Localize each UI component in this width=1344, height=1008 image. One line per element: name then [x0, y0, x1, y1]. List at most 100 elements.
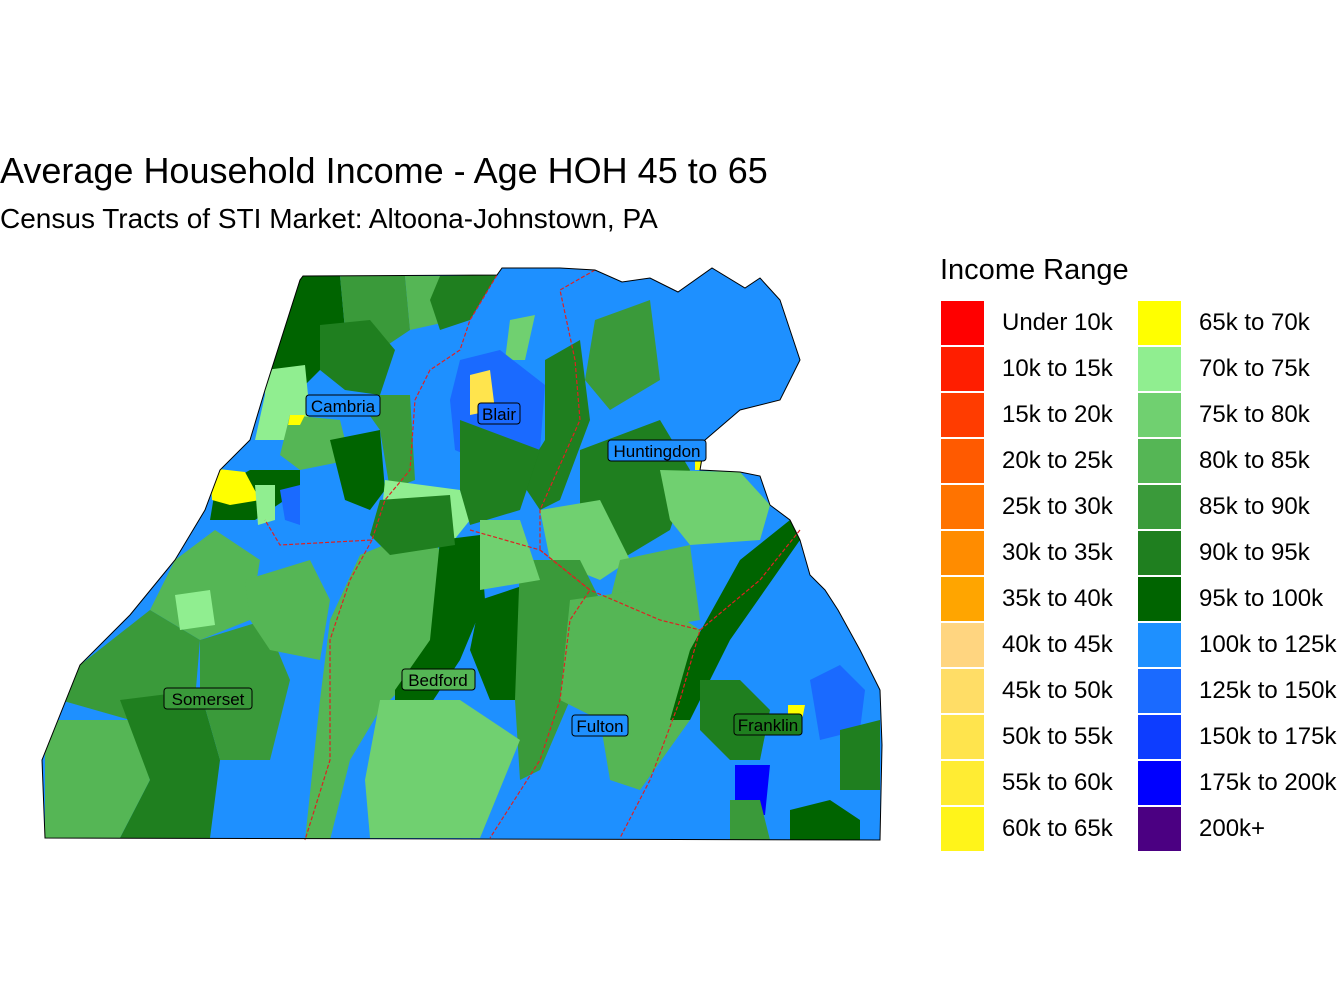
svg-text:Cambria: Cambria — [311, 397, 376, 416]
legend-label: 75k to 80k — [1199, 401, 1310, 428]
legend-swatch — [941, 715, 984, 759]
county-label-huntingdon: Huntingdon — [607, 439, 707, 462]
legend-item: 35k to 40k — [940, 576, 1140, 622]
legend-item: Under 10k — [940, 300, 1140, 346]
svg-text:Fulton: Fulton — [576, 717, 623, 736]
legend-label: 50k to 55k — [1002, 723, 1113, 750]
legend-swatch — [1138, 531, 1181, 575]
legend-item: 60k to 65k — [940, 806, 1140, 852]
legend-label: 85k to 90k — [1199, 493, 1310, 520]
legend-item: 200k+ — [1137, 806, 1337, 852]
legend-item: 30k to 35k — [940, 530, 1140, 576]
legend-column-right: 65k to 70k 70k to 75k 75k to 80k 80k to 85k… — [1137, 300, 1337, 852]
county-label-somerset: Somerset — [163, 687, 253, 710]
legend-label: 150k to 175k — [1199, 723, 1337, 750]
legend-label: 45k to 50k — [1002, 677, 1113, 704]
legend-item: 15k to 20k — [940, 392, 1140, 438]
svg-text:Huntingdon: Huntingdon — [614, 442, 701, 461]
legend-swatch — [941, 393, 984, 437]
legend-swatch — [941, 347, 984, 391]
legend-label: Under 10k — [1002, 309, 1113, 336]
legend-swatch — [1138, 347, 1181, 391]
legend-item: 55k to 60k — [940, 760, 1140, 806]
legend-item: 100k to 125k — [1137, 622, 1337, 668]
legend-label: 15k to 20k — [1002, 401, 1113, 428]
legend-label: 90k to 95k — [1199, 539, 1310, 566]
legend-item: 65k to 70k — [1137, 300, 1337, 346]
legend-swatch — [941, 623, 984, 667]
legend-swatch — [1138, 439, 1181, 483]
legend-swatch — [1138, 301, 1181, 345]
region-outline — [41, 267, 883, 841]
legend-label: 175k to 200k — [1199, 769, 1337, 796]
legend-label: 55k to 60k — [1002, 769, 1113, 796]
legend-swatch — [1138, 623, 1181, 667]
legend-swatch — [1138, 393, 1181, 437]
county-label-cambria: Cambria — [305, 394, 381, 417]
map-subtitle: Census Tracts of STI Market: Altoona-Joh… — [0, 203, 658, 234]
county-label-blair: Blair — [477, 402, 521, 425]
legend-swatch — [941, 761, 984, 805]
legend-swatch — [941, 485, 984, 529]
legend-swatch — [941, 531, 984, 575]
legend-title: Income Range — [940, 254, 1129, 286]
legend-item: 75k to 80k — [1137, 392, 1337, 438]
legend-item: 70k to 75k — [1137, 346, 1337, 392]
blair-huntingdon-boundary — [539, 269, 596, 550]
legend-item: 25k to 30k — [940, 484, 1140, 530]
legend-item: 125k to 150k — [1137, 668, 1337, 714]
legend-label: 65k to 70k — [1199, 309, 1310, 336]
legend-label: 80k to 85k — [1199, 447, 1310, 474]
legend-item: 45k to 50k — [940, 668, 1140, 714]
svg-text:Franklin: Franklin — [738, 716, 798, 735]
legend-item: 40k to 45k — [940, 622, 1140, 668]
legend-swatch — [941, 807, 984, 851]
legend-label: 125k to 150k — [1199, 677, 1337, 704]
county-label-franklin: Franklin — [733, 713, 803, 736]
census-tracts — [42, 268, 882, 840]
legend-swatch — [941, 301, 984, 345]
legend-swatch — [1138, 761, 1181, 805]
legend-item: 20k to 25k — [940, 438, 1140, 484]
legend-swatch — [1138, 715, 1181, 759]
legend-label: 100k to 125k — [1199, 631, 1337, 658]
legend-item: 80k to 85k — [1137, 438, 1337, 484]
legend-label: 60k to 65k — [1002, 815, 1113, 842]
legend-swatch — [941, 577, 984, 621]
legend-label: 35k to 40k — [1002, 585, 1113, 612]
legend-item: 95k to 100k — [1137, 576, 1337, 622]
legend-label: 95k to 100k — [1199, 585, 1324, 612]
cambria-blair-boundary — [264, 274, 498, 546]
legend-label: 10k to 15k — [1002, 355, 1113, 382]
fulton-huntingdon-boundary — [539, 549, 701, 631]
legend-item: 85k to 90k — [1137, 484, 1337, 530]
legend-swatch — [1138, 485, 1181, 529]
svg-text:Bedford: Bedford — [408, 671, 468, 690]
legend-label: 20k to 25k — [1002, 447, 1113, 474]
legend-swatch — [1138, 807, 1181, 851]
legend-item: 175k to 200k — [1137, 760, 1337, 806]
legend-label: 30k to 35k — [1002, 539, 1113, 566]
legend: Under 10k 10k to 15k 15k to 20k 20k to 25k 2… — [940, 300, 1344, 852]
legend-item: 90k to 95k — [1137, 530, 1337, 576]
svg-text:Somerset: Somerset — [172, 690, 245, 709]
legend-swatch — [941, 439, 984, 483]
bedford-west-boundary — [304, 539, 373, 841]
legend-label: 40k to 45k — [1002, 631, 1113, 658]
county-label-bedford: Bedford — [401, 668, 476, 691]
legend-label: 200k+ — [1199, 815, 1266, 842]
county-boundaries — [264, 269, 801, 841]
legend-swatch — [1138, 669, 1181, 713]
legend-label: 70k to 75k — [1199, 355, 1310, 382]
legend-item: 10k to 15k — [940, 346, 1140, 392]
legend-item: 50k to 55k — [940, 714, 1140, 760]
map-title: Average Household Income - Age HOH 45 to… — [0, 150, 768, 191]
legend-swatch — [941, 669, 984, 713]
county-label-fulton: Fulton — [571, 714, 629, 737]
svg-text:Blair: Blair — [482, 405, 516, 424]
legend-label: 25k to 30k — [1002, 493, 1113, 520]
legend-swatch — [1138, 577, 1181, 621]
legend-item: 150k to 175k — [1137, 714, 1337, 760]
legend-column-left: Under 10k 10k to 15k 15k to 20k 20k to 25k 2… — [940, 300, 1140, 852]
